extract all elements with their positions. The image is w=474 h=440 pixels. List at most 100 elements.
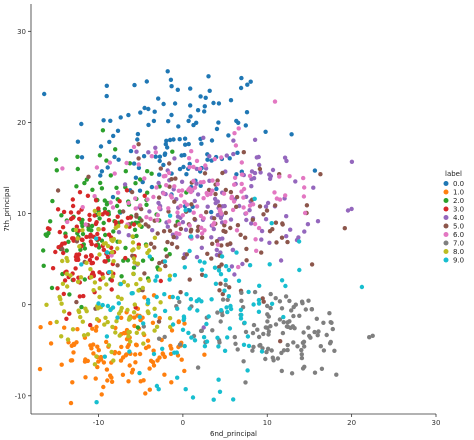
data-point-0-0 xyxy=(128,148,134,154)
data-point-7-0 xyxy=(263,356,268,362)
data-point-8-0 xyxy=(131,256,137,261)
data-point-9-0 xyxy=(118,281,124,287)
data-point-2-0 xyxy=(90,187,95,192)
data-point-7-0 xyxy=(299,347,304,353)
scatter-points xyxy=(37,69,375,406)
data-point-7-0 xyxy=(281,320,286,325)
data-point-5-0 xyxy=(228,241,233,246)
data-point-8-0 xyxy=(105,243,111,249)
data-point-0-0 xyxy=(98,144,104,149)
data-point-9-0 xyxy=(256,301,262,306)
data-point-2-0 xyxy=(111,229,116,234)
data-point-9-0 xyxy=(281,314,286,320)
data-point-9-0 xyxy=(182,265,187,270)
data-point-3-0 xyxy=(96,206,101,211)
data-point-5-0 xyxy=(175,245,180,250)
data-point-8-0 xyxy=(92,362,98,367)
data-point-7-0 xyxy=(223,282,228,288)
data-point-3-0 xyxy=(77,294,83,299)
data-point-7-0 xyxy=(332,348,337,353)
data-point-0-0 xyxy=(161,162,166,168)
data-point-5-0 xyxy=(157,260,162,266)
data-point-7-0 xyxy=(291,340,296,345)
data-point-8-0 xyxy=(85,332,91,337)
data-point-8-0 xyxy=(78,314,83,320)
data-point-5-0 xyxy=(195,228,200,233)
data-point-9-0 xyxy=(137,370,142,376)
data-point-5-0 xyxy=(222,223,227,228)
data-point-4-0 xyxy=(284,214,289,219)
data-point-7-0 xyxy=(232,334,237,340)
data-point-5-0 xyxy=(309,262,315,267)
data-point-9-0 xyxy=(147,254,152,259)
data-point-9-0 xyxy=(222,348,228,353)
data-point-1-0 xyxy=(119,315,124,320)
data-point-0-0 xyxy=(168,77,174,83)
data-point-3-0 xyxy=(74,252,79,257)
data-point-6-0 xyxy=(221,191,227,196)
data-point-5-0 xyxy=(189,227,194,232)
data-point-7-0 xyxy=(239,298,244,303)
data-point-0-0 xyxy=(239,75,244,81)
data-point-4-0 xyxy=(147,209,152,214)
data-point-4-0 xyxy=(215,212,221,218)
data-point-0-0 xyxy=(164,138,169,143)
data-point-1-0 xyxy=(148,358,154,363)
data-point-1-0 xyxy=(101,360,107,365)
data-point-9-0 xyxy=(182,343,187,349)
data-point-7-0 xyxy=(285,347,290,353)
data-point-9-0 xyxy=(93,236,99,241)
legend-title: label xyxy=(445,170,462,178)
data-point-5-0 xyxy=(152,245,157,250)
data-point-6-0 xyxy=(199,225,204,230)
data-point-6-0 xyxy=(83,222,88,227)
data-point-6-0 xyxy=(144,215,149,220)
data-point-1-0 xyxy=(118,358,124,363)
data-point-4-0 xyxy=(220,236,225,241)
data-point-2-0 xyxy=(113,147,118,152)
data-point-4-0 xyxy=(240,261,245,267)
data-point-6-0 xyxy=(115,190,121,195)
data-point-4-0 xyxy=(179,179,185,184)
data-point-6-0 xyxy=(254,248,259,253)
data-point-3-0 xyxy=(60,225,66,230)
data-point-1-0 xyxy=(48,341,54,346)
data-point-6-0 xyxy=(232,182,237,187)
data-point-1-0 xyxy=(145,338,151,343)
data-point-3-0 xyxy=(131,222,137,227)
data-point-4-0 xyxy=(247,208,252,213)
data-point-0-0 xyxy=(110,194,116,200)
data-point-5-0 xyxy=(169,177,174,182)
data-point-7-0 xyxy=(284,324,290,329)
data-point-0-0 xyxy=(79,121,84,127)
data-point-4-0 xyxy=(212,196,218,202)
data-point-5-0 xyxy=(156,195,162,200)
data-point-7-0 xyxy=(289,308,294,313)
data-point-6-0 xyxy=(210,222,216,228)
data-point-7-0 xyxy=(330,326,335,332)
data-point-9-0 xyxy=(199,267,205,272)
data-point-9-0 xyxy=(153,278,158,283)
data-point-7-0 xyxy=(280,330,286,336)
data-point-9-0 xyxy=(269,221,274,226)
data-point-3-0 xyxy=(87,217,92,222)
data-point-9-0 xyxy=(115,315,120,320)
data-point-0-0 xyxy=(216,101,222,106)
data-point-0-0 xyxy=(161,101,166,107)
data-point-6-0 xyxy=(236,264,241,270)
data-point-5-0 xyxy=(270,227,275,232)
data-point-3-0 xyxy=(128,215,133,220)
data-point-7-0 xyxy=(367,335,372,340)
data-point-0-0 xyxy=(163,142,168,147)
data-point-9-0 xyxy=(236,278,242,283)
data-point-6-0 xyxy=(301,175,306,181)
data-point-7-0 xyxy=(268,324,273,329)
data-point-2-0 xyxy=(89,228,94,233)
data-point-3-0 xyxy=(90,260,96,266)
data-point-5-0 xyxy=(164,254,169,259)
data-point-4-0 xyxy=(288,227,293,232)
data-point-1-0 xyxy=(83,375,88,380)
data-point-8-0 xyxy=(115,294,121,300)
data-point-0-0 xyxy=(216,120,221,125)
data-point-2-0 xyxy=(119,274,124,279)
